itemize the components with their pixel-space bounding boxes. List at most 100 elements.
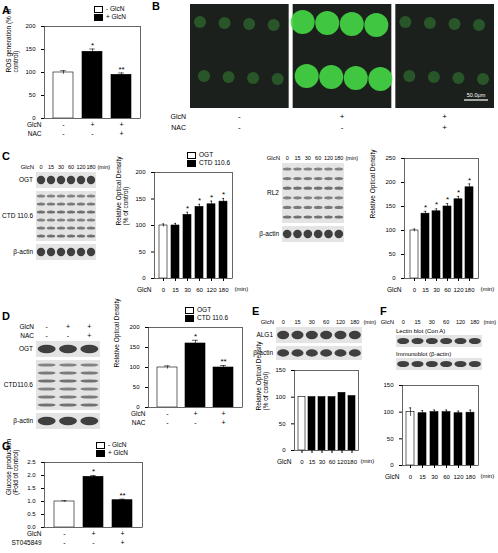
svg-text:150: 150 bbox=[385, 203, 396, 209]
svg-text:200: 200 bbox=[129, 324, 140, 330]
svg-text:β-actin: β-actin bbox=[13, 417, 33, 425]
svg-text:-: - bbox=[166, 419, 169, 426]
svg-text:60: 60 bbox=[315, 155, 321, 161]
svg-text:(min): (min) bbox=[346, 155, 359, 161]
svg-text:180: 180 bbox=[334, 155, 343, 161]
svg-text:60: 60 bbox=[68, 164, 74, 170]
svg-text:100: 100 bbox=[129, 364, 140, 370]
svg-text:50: 50 bbox=[279, 421, 286, 427]
svg-text:(min): (min) bbox=[481, 473, 495, 479]
svg-text:NAC: NAC bbox=[132, 419, 146, 426]
svg-text:180: 180 bbox=[347, 459, 358, 465]
svg-text:GlcN: GlcN bbox=[387, 286, 402, 293]
svg-text:200: 200 bbox=[385, 179, 396, 185]
svg-text:GlcN: GlcN bbox=[27, 530, 42, 537]
svg-text:GlcN: GlcN bbox=[137, 286, 152, 293]
svg-text:Immunoblot (β-actin): Immunoblot (β-actin) bbox=[396, 351, 451, 357]
svg-text:(min): (min) bbox=[361, 458, 375, 464]
svg-text:-: - bbox=[67, 332, 70, 339]
svg-text:(min): (min) bbox=[235, 286, 249, 292]
svg-text:180: 180 bbox=[350, 319, 359, 325]
svg-text:0.5: 0.5 bbox=[27, 511, 36, 517]
svg-text:180: 180 bbox=[464, 287, 475, 293]
svg-text:30: 30 bbox=[319, 459, 326, 465]
svg-text:120: 120 bbox=[456, 319, 465, 325]
svg-text:0: 0 bbox=[390, 462, 394, 468]
svg-text:15: 15 bbox=[414, 319, 420, 325]
svg-text:50: 50 bbox=[29, 92, 36, 98]
svg-text:-: - bbox=[92, 539, 95, 546]
svg-text:-: - bbox=[341, 123, 344, 132]
svg-text:GlcN: GlcN bbox=[21, 164, 34, 170]
svg-text:60: 60 bbox=[443, 474, 450, 480]
svg-text:-: - bbox=[63, 530, 66, 537]
svg-text:120: 120 bbox=[324, 155, 333, 161]
svg-text:0: 0 bbox=[286, 155, 289, 161]
svg-text:+: + bbox=[87, 323, 91, 330]
svg-text:60: 60 bbox=[329, 459, 336, 465]
svg-text:+: + bbox=[66, 323, 70, 330]
svg-text:200: 200 bbox=[25, 23, 36, 29]
svg-text:ST045849: ST045849 bbox=[12, 539, 42, 546]
svg-text:GlcN: GlcN bbox=[170, 113, 186, 120]
svg-text:100: 100 bbox=[25, 69, 36, 75]
svg-text:150: 150 bbox=[25, 46, 36, 52]
svg-text:β-actin: β-actin bbox=[13, 248, 33, 256]
svg-text:Lectin blot (Con A): Lectin blot (Con A) bbox=[396, 328, 445, 334]
svg-text:+: + bbox=[442, 123, 447, 132]
svg-text:0: 0 bbox=[282, 319, 285, 325]
svg-text:GlcN: GlcN bbox=[381, 319, 394, 325]
svg-text:+: + bbox=[90, 121, 94, 128]
svg-text:*: * bbox=[186, 204, 189, 213]
svg-text:180: 180 bbox=[465, 474, 476, 480]
svg-text:2.0: 2.0 bbox=[27, 472, 36, 478]
svg-text:*: * bbox=[91, 41, 94, 50]
svg-text:60: 60 bbox=[196, 287, 203, 293]
svg-text:0: 0 bbox=[413, 287, 417, 293]
svg-text:GlcN: GlcN bbox=[131, 410, 146, 417]
svg-text:250: 250 bbox=[385, 155, 396, 161]
svg-text:150: 150 bbox=[135, 196, 146, 202]
svg-text:30: 30 bbox=[305, 155, 311, 161]
svg-text:120: 120 bbox=[453, 287, 464, 293]
svg-text:50: 50 bbox=[389, 251, 396, 257]
svg-text:+: + bbox=[221, 410, 225, 417]
svg-text:ROS generation (% ofcontrol): ROS generation (% ofcontrol) bbox=[5, 9, 20, 73]
svg-text:β-actin: β-actin bbox=[259, 230, 279, 238]
svg-text:30: 30 bbox=[433, 287, 440, 293]
svg-text:-: - bbox=[194, 419, 197, 426]
svg-text:15: 15 bbox=[309, 459, 316, 465]
svg-text:30: 30 bbox=[429, 319, 435, 325]
svg-text:*: * bbox=[424, 203, 427, 212]
svg-text:GlcN: GlcN bbox=[277, 458, 292, 465]
svg-text:15: 15 bbox=[48, 164, 54, 170]
svg-text:-: - bbox=[166, 410, 169, 417]
svg-text:NAC: NAC bbox=[20, 332, 34, 339]
svg-text:+: + bbox=[91, 530, 95, 537]
svg-text:-: - bbox=[62, 130, 65, 137]
svg-text:15: 15 bbox=[419, 474, 426, 480]
svg-text:120: 120 bbox=[76, 164, 85, 170]
svg-text:Relative Optical Density: Relative Optical Density bbox=[113, 298, 121, 368]
svg-text:0: 0 bbox=[282, 447, 286, 453]
svg-text:120: 120 bbox=[453, 474, 464, 480]
svg-text:60: 60 bbox=[323, 319, 329, 325]
svg-text:100: 100 bbox=[135, 222, 146, 228]
svg-text:-: - bbox=[238, 112, 241, 121]
svg-text:OGT: OGT bbox=[19, 345, 33, 352]
svg-text:*: * bbox=[222, 190, 225, 199]
svg-text:+: + bbox=[340, 112, 345, 121]
svg-text:15: 15 bbox=[422, 287, 429, 293]
svg-text:50.0μm: 50.0μm bbox=[467, 92, 486, 98]
svg-text:15: 15 bbox=[294, 319, 300, 325]
svg-text:(min): (min) bbox=[364, 319, 377, 325]
svg-text:150: 150 bbox=[275, 367, 286, 373]
svg-text:-: - bbox=[62, 121, 65, 128]
svg-text:*: * bbox=[92, 467, 95, 476]
svg-text:NAC: NAC bbox=[28, 130, 42, 137]
svg-text:15: 15 bbox=[172, 287, 179, 293]
svg-text:0: 0 bbox=[162, 287, 166, 293]
svg-text:180: 180 bbox=[86, 164, 95, 170]
svg-text:**: ** bbox=[220, 357, 226, 366]
svg-text:*: * bbox=[198, 196, 201, 205]
